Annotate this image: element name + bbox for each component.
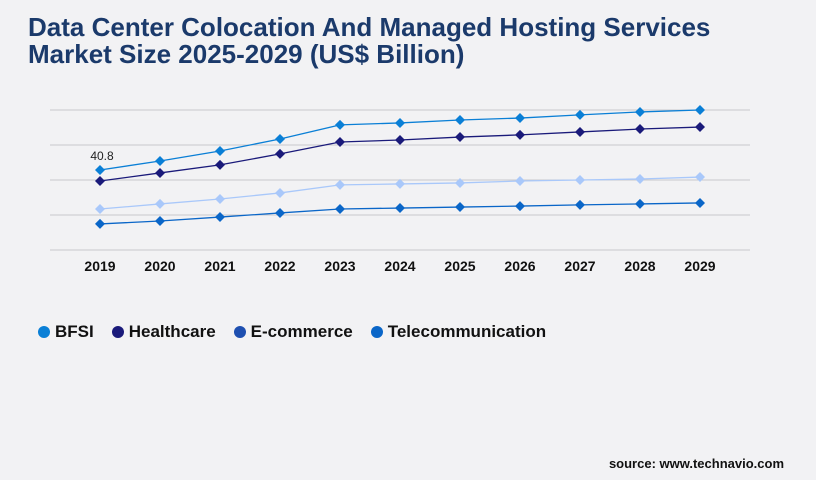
data-point-marker [635, 198, 645, 209]
data-point-marker [335, 204, 345, 215]
x-tick-label: 2023 [324, 258, 355, 274]
data-point-marker [515, 113, 525, 124]
data-point-marker [575, 126, 585, 137]
legend-dot-icon [370, 326, 383, 338]
x-tick-label: 2021 [204, 258, 235, 274]
x-tick-label: 2027 [564, 258, 595, 274]
data-point-marker [635, 124, 645, 135]
data-point-marker [215, 159, 225, 170]
x-tick-label: 2028 [624, 258, 655, 274]
legend-item: Healthcare [111, 322, 216, 342]
data-point-marker [215, 212, 225, 223]
source-text: source: www.technavio.com [608, 456, 784, 471]
data-point-marker [455, 115, 465, 125]
data-point-marker [395, 135, 405, 145]
data-point-marker [695, 197, 705, 208]
legend-label: Telecommunication [387, 322, 547, 341]
data-point-marker [455, 202, 465, 213]
data-point-marker [275, 207, 285, 218]
legend-dot-icon [111, 326, 124, 338]
data-point-marker [455, 177, 465, 188]
data-point-marker [395, 117, 405, 128]
legend-item: Telecommunication [370, 322, 547, 342]
x-tick-label: 2024 [384, 258, 415, 274]
data-point-marker [95, 165, 105, 175]
data-point-marker [395, 203, 405, 214]
data-point-marker [575, 175, 585, 185]
data-label: 40.8 [90, 149, 114, 163]
data-point-marker [695, 122, 705, 133]
legend-dot-icon [38, 326, 50, 338]
data-point-marker [635, 106, 645, 117]
data-point-marker [95, 218, 105, 229]
chart-title: Data Center Colocation And Managed Hosti… [28, 12, 711, 69]
x-tick-label: 2025 [444, 258, 475, 274]
data-point-marker [95, 175, 105, 186]
data-point-marker [335, 179, 345, 190]
data-point-marker [335, 119, 345, 130]
data-point-marker [95, 204, 105, 215]
data-point-marker [575, 199, 585, 210]
data-point-marker [635, 174, 645, 185]
data-point-marker [335, 136, 345, 147]
x-tick-label: 2022 [264, 258, 295, 274]
legend-item: BFSI [38, 322, 94, 342]
legend: BFSI Healthcare E-commerce Telecommunicatio… [38, 322, 546, 342]
data-point-marker [155, 198, 165, 209]
data-point-marker [155, 215, 165, 226]
data-point-marker [695, 105, 705, 115]
legend-label: E-commerce [250, 322, 353, 341]
data-point-marker [575, 109, 585, 120]
x-tick-label: 2020 [144, 258, 175, 274]
x-tick-label: 2029 [684, 258, 715, 274]
data-point-marker [155, 167, 165, 178]
data-point-marker [215, 194, 225, 205]
data-point-marker [515, 129, 525, 140]
legend-dot-icon [233, 326, 246, 338]
data-point-marker [275, 148, 285, 159]
data-point-marker [215, 145, 225, 156]
data-point-marker [395, 178, 405, 189]
data-point-marker [695, 172, 705, 183]
legend-label: Healthcare [128, 322, 216, 341]
data-point-marker [275, 134, 285, 145]
x-tick-label: 2026 [504, 258, 535, 274]
legend-label: BFSI [55, 322, 94, 341]
data-point-marker [275, 187, 285, 198]
line-chart: 2019 2020 2021 2022 2023 2024 2025 2026 2027 2028… [50, 105, 750, 274]
data-point-marker [515, 201, 525, 212]
x-tick-label: 2019 [84, 258, 115, 274]
legend-item: E-commerce [233, 322, 353, 342]
data-point-marker [455, 132, 465, 143]
data-point-marker [155, 155, 165, 166]
data-point-marker [515, 175, 525, 186]
